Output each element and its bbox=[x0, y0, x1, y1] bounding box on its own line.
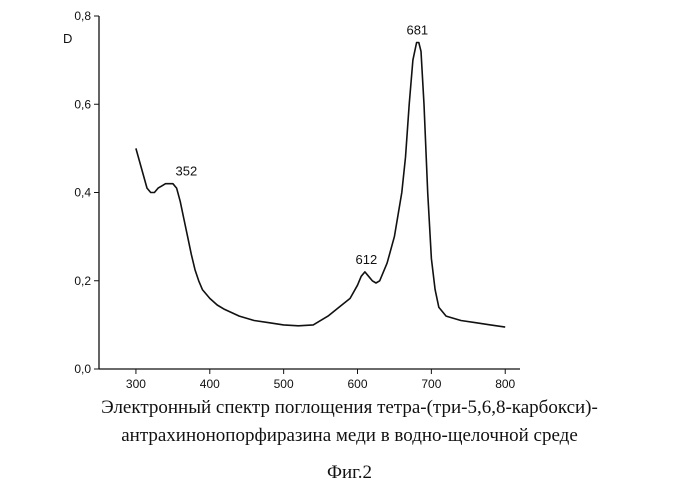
y-tick-label: 0,8 bbox=[74, 9, 91, 23]
chart-axes bbox=[99, 16, 520, 369]
x-tick-label: 400 bbox=[200, 377, 220, 391]
x-tick-label: 700 bbox=[421, 377, 441, 391]
y-tick-label: 0,6 bbox=[74, 97, 91, 111]
figure-label: Фиг.2 bbox=[0, 462, 699, 484]
spectrum-line bbox=[136, 43, 505, 328]
x-tick-label: 300 bbox=[126, 377, 146, 391]
chart-series bbox=[136, 43, 505, 328]
y-tick-label: 0,0 bbox=[74, 362, 91, 376]
y-tick-label: 0,4 bbox=[74, 186, 91, 200]
caption-line-2: антрахинонопорфиразина меди в водно-щело… bbox=[0, 425, 699, 447]
x-tick-label: 800 bbox=[495, 377, 515, 391]
chart-ticks: 300 400 500 600 700 800 0,0 0,2 0,4 0,6 0,8 bbox=[74, 9, 515, 391]
caption-line-1: Электронный спектр поглощения тетра-(три… bbox=[0, 397, 699, 419]
x-tick-label: 600 bbox=[347, 377, 367, 391]
peak-annotations: 352 612 681 bbox=[175, 22, 428, 266]
peak-label: 352 bbox=[175, 164, 197, 179]
y-tick-label: 0,2 bbox=[74, 274, 91, 288]
peak-label: 612 bbox=[356, 252, 378, 267]
peak-label: 681 bbox=[406, 22, 428, 37]
x-tick-label: 500 bbox=[274, 377, 294, 391]
y-axis-label: D bbox=[63, 31, 72, 46]
